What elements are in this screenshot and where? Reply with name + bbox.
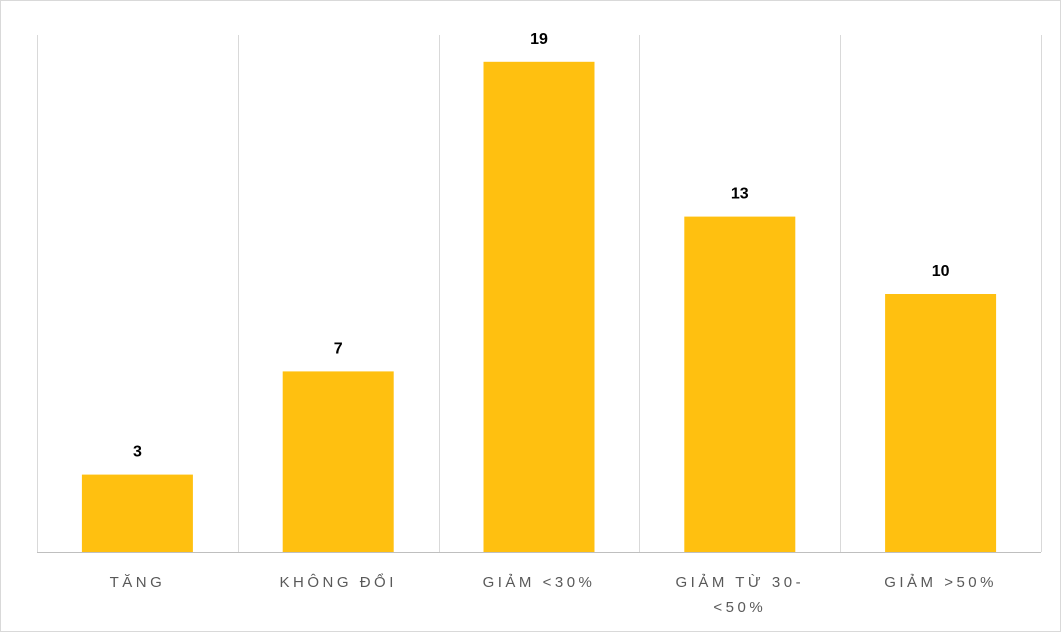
gridlines xyxy=(37,35,1042,552)
category-label-line: TĂNG xyxy=(110,574,166,591)
category-label-1: TĂNG xyxy=(110,574,166,591)
bars xyxy=(81,61,997,553)
data-label-3: 19 xyxy=(530,31,548,48)
data-labels: 3 7 19 13 10 xyxy=(133,31,950,461)
data-label-2: 7 xyxy=(334,340,343,357)
category-label-line: GIẢM >50% xyxy=(884,574,997,591)
category-label-line: GIẢM <30% xyxy=(483,574,596,591)
bar-3 xyxy=(483,61,595,553)
category-label-line: GIẢM TỪ 30- xyxy=(676,574,805,591)
data-label-5: 10 xyxy=(932,263,950,280)
data-label-1: 3 xyxy=(133,444,142,461)
bar-1 xyxy=(81,474,193,552)
category-label-line: KHÔNG ĐỔI xyxy=(280,573,397,591)
bar-4 xyxy=(684,216,796,552)
category-label-line: <50% xyxy=(713,599,766,616)
category-label-5: GIẢM >50% xyxy=(884,574,997,591)
bar-2 xyxy=(282,371,394,552)
category-label-4: GIẢM TỪ 30- <50% xyxy=(676,574,805,616)
category-labels: TĂNG KHÔNG ĐỔI GIẢM <30% GIẢM TỪ 30-<50%GIẢ… xyxy=(110,573,997,616)
data-label-4: 13 xyxy=(731,186,749,203)
category-label-3: GIẢM <30% xyxy=(483,574,596,591)
category-label-2: KHÔNG ĐỔI xyxy=(280,573,397,591)
bar-5 xyxy=(885,294,997,552)
